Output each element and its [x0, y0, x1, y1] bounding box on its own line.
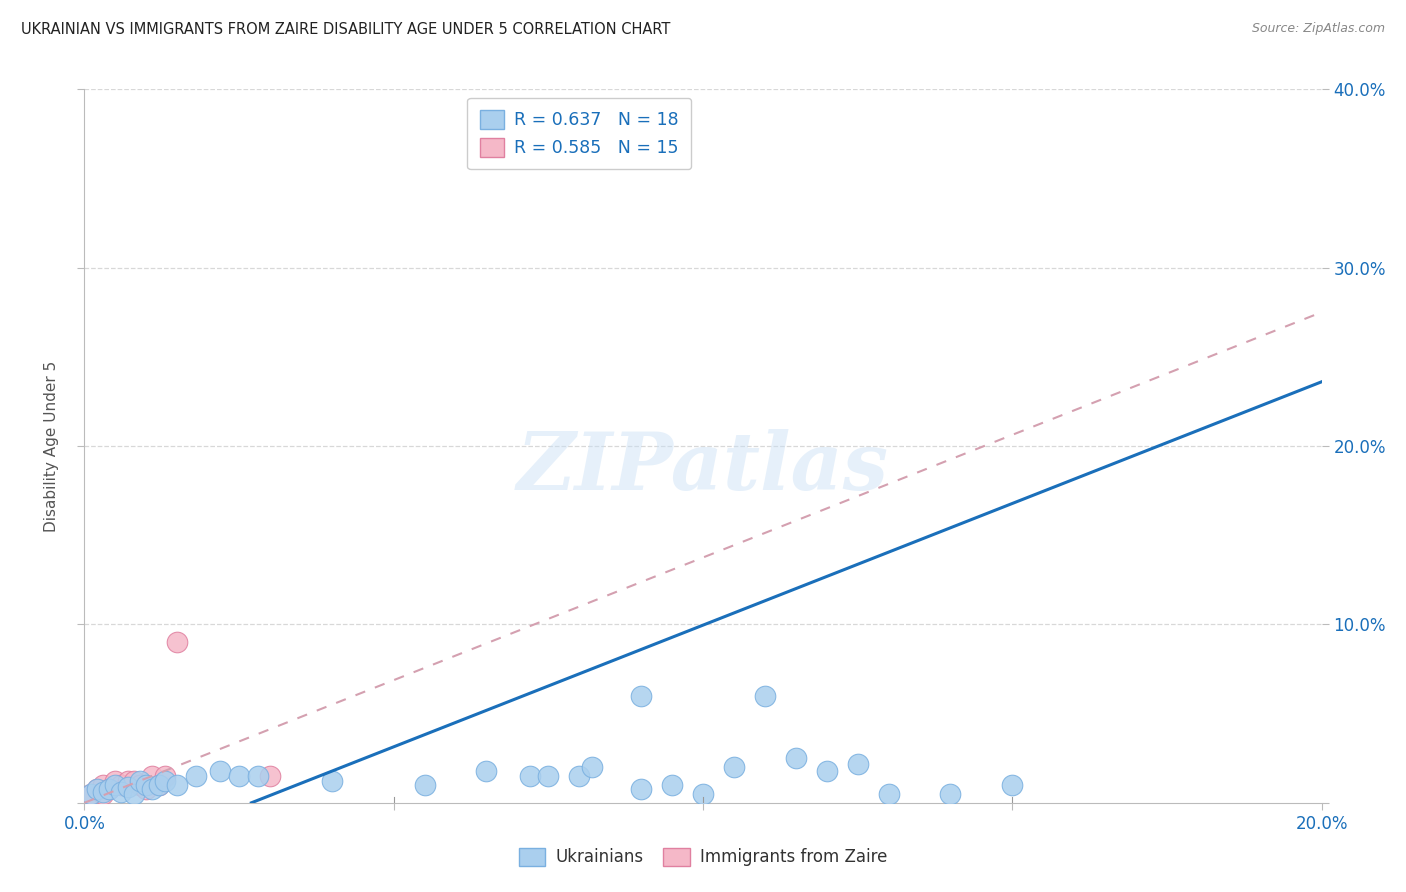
- Point: [877, 787, 900, 801]
- Point: [141, 769, 163, 783]
- Point: [110, 785, 132, 799]
- Point: [117, 780, 139, 794]
- Point: [79, 787, 101, 801]
- Point: [91, 787, 114, 801]
- Point: [785, 751, 807, 765]
- Point: [184, 769, 207, 783]
- Point: [91, 785, 114, 799]
- Point: [630, 689, 652, 703]
- Point: [129, 774, 152, 789]
- Point: [153, 774, 176, 789]
- Point: [630, 781, 652, 796]
- Point: [117, 774, 139, 789]
- Point: [122, 787, 145, 801]
- Point: [129, 778, 152, 792]
- Point: [209, 764, 232, 778]
- Point: [661, 778, 683, 792]
- Point: [91, 778, 114, 792]
- Point: [166, 635, 188, 649]
- Point: [581, 760, 603, 774]
- Point: [321, 774, 343, 789]
- Point: [135, 778, 157, 792]
- Point: [141, 781, 163, 796]
- Point: [86, 781, 108, 796]
- Point: [568, 769, 591, 783]
- Point: [246, 769, 269, 783]
- Point: [98, 781, 121, 796]
- Point: [1001, 778, 1024, 792]
- Point: [939, 787, 962, 801]
- Point: [259, 769, 281, 783]
- Point: [846, 756, 869, 771]
- Text: ZIPatlas: ZIPatlas: [517, 429, 889, 506]
- Point: [110, 778, 132, 792]
- Point: [723, 760, 745, 774]
- Legend: Ukrainians, Immigrants from Zaire: Ukrainians, Immigrants from Zaire: [512, 841, 894, 873]
- Point: [519, 769, 541, 783]
- Point: [754, 689, 776, 703]
- Point: [475, 764, 498, 778]
- Point: [135, 781, 157, 796]
- Point: [79, 787, 101, 801]
- Text: UKRAINIAN VS IMMIGRANTS FROM ZAIRE DISABILITY AGE UNDER 5 CORRELATION CHART: UKRAINIAN VS IMMIGRANTS FROM ZAIRE DISAB…: [21, 22, 671, 37]
- Point: [153, 769, 176, 783]
- Point: [166, 778, 188, 792]
- Y-axis label: Disability Age Under 5: Disability Age Under 5: [44, 360, 59, 532]
- Point: [148, 778, 170, 792]
- Point: [537, 769, 560, 783]
- Text: Source: ZipAtlas.com: Source: ZipAtlas.com: [1251, 22, 1385, 36]
- Point: [104, 774, 127, 789]
- Point: [228, 769, 250, 783]
- Point: [104, 778, 127, 792]
- Point: [98, 781, 121, 796]
- Point: [86, 781, 108, 796]
- Point: [413, 778, 436, 792]
- Point: [148, 778, 170, 792]
- Point: [692, 787, 714, 801]
- Point: [815, 764, 838, 778]
- Point: [122, 774, 145, 789]
